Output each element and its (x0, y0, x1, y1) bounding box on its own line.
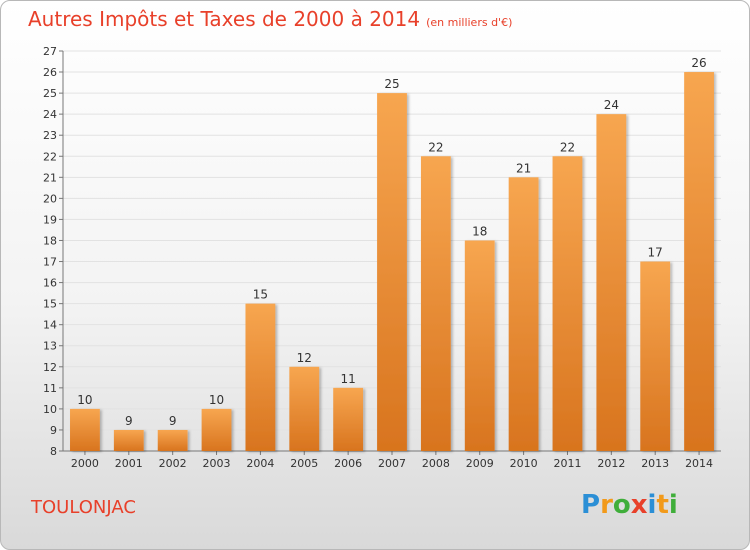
x-tick-labels: 2000 2001 2002 2003 2004 2005 2006 2007 2008 2009… (71, 457, 713, 470)
bars (70, 72, 714, 452)
bar-2014 (684, 72, 714, 451)
y-tick-label: 20 (43, 192, 57, 205)
bar-2003 (201, 408, 232, 451)
bar-2005 (289, 366, 320, 451)
chart-subtitle: (en milliers d'€) (426, 16, 513, 29)
data-label-2007: 25 (384, 77, 399, 91)
data-label-2000: 10 (77, 393, 92, 407)
logo-letter: r (600, 490, 613, 520)
chart-title: Autres Impôts et Taxes de 2000 à 2014 (en… (28, 7, 512, 31)
data-label-2009: 18 (472, 224, 487, 238)
x-tick-label-2014: 2014 (685, 457, 713, 470)
bar-2006 (333, 387, 364, 451)
bar-2002 (157, 429, 188, 451)
data-label-2006: 11 (340, 372, 355, 386)
logo-letter: P (581, 490, 601, 520)
data-label-2003: 10 (209, 393, 224, 407)
chart-title-text: Autres Impôts et Taxes de 2000 à 2014 (28, 7, 421, 31)
y-tick-label: 26 (43, 66, 57, 79)
bar-2011 (552, 156, 583, 451)
y-tick-label: 17 (43, 256, 57, 269)
bar-2007 (377, 93, 407, 452)
y-tick-label: 9 (50, 424, 57, 437)
y-tick-label: 12 (43, 361, 57, 374)
logo-letter: o (612, 490, 631, 520)
y-tick-labels: 8 9 10 11 12 13 14 15 16 17 18 19 20 21 22 23 24 25 26 27 (43, 45, 57, 458)
y-tick-label: 24 (43, 108, 57, 121)
y-tick-label: 10 (43, 403, 57, 416)
y-tick-label: 15 (43, 298, 57, 311)
x-tick-label-2005: 2005 (290, 457, 318, 470)
x-tick-label-2003: 2003 (203, 457, 231, 470)
y-tick-label: 8 (50, 445, 57, 458)
y-tick-label: 16 (43, 277, 57, 290)
data-label-2005: 12 (297, 351, 312, 365)
x-tick-label-2000: 2000 (71, 457, 99, 470)
bar-2000 (70, 408, 100, 451)
bar-2001 (113, 429, 144, 451)
y-tick-label: 23 (43, 129, 57, 142)
x-tick-label-2008: 2008 (422, 457, 450, 470)
y-tick-label: 25 (43, 87, 57, 100)
x-tick-label-2010: 2010 (510, 457, 538, 470)
x-tick-label-2002: 2002 (159, 457, 187, 470)
data-label-2011: 22 (560, 140, 575, 154)
x-tick-label-2007: 2007 (378, 457, 406, 470)
bar-2004 (245, 303, 276, 451)
y-tick-label: 19 (43, 213, 57, 226)
data-labels: 10 9 9 10 15 12 11 25 22 18 21 22 24 17 26 (77, 56, 706, 428)
data-label-2004: 15 (253, 288, 268, 302)
data-label-2013: 17 (648, 246, 663, 260)
y-tick-label: 27 (43, 45, 57, 58)
logo-letter: i (647, 490, 657, 520)
y-tick-label: 18 (43, 234, 57, 247)
bar-2010 (508, 177, 539, 451)
x-tick-label-2006: 2006 (334, 457, 362, 470)
data-label-2012: 24 (604, 98, 619, 112)
x-tick-label-2011: 2011 (553, 457, 581, 470)
x-tick-label-2001: 2001 (115, 457, 143, 470)
data-label-2002: 9 (169, 414, 177, 428)
y-tick-label: 21 (43, 171, 57, 184)
x-tick-label-2012: 2012 (597, 457, 625, 470)
logo-letter: t (656, 490, 669, 520)
y-tick-label: 22 (43, 150, 57, 163)
x-tick-label-2004: 2004 (246, 457, 274, 470)
data-label-2010: 21 (516, 161, 531, 175)
y-tick-label: 11 (43, 382, 57, 395)
x-tick-label-2009: 2009 (466, 457, 494, 470)
y-tick-label: 13 (43, 340, 57, 353)
data-label-2008: 22 (428, 140, 443, 154)
x-tick-label-2013: 2013 (641, 457, 669, 470)
bar-2012 (596, 114, 627, 451)
proxiti-logo: Proxiti (581, 490, 678, 520)
bar-2009 (464, 240, 495, 451)
y-tick-label: 14 (43, 319, 57, 332)
logo-letter: x (630, 490, 648, 520)
data-label-2014: 26 (691, 56, 706, 70)
bar-2013 (640, 261, 671, 451)
logo-letter: i (668, 490, 678, 520)
commune-name: TOULONJAC (31, 497, 136, 518)
data-label-2001: 9 (125, 414, 133, 428)
bar-2008 (420, 156, 451, 451)
